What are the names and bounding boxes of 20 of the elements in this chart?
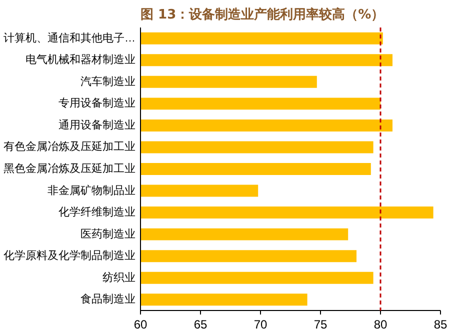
y-tick-label: 汽车制造业 [80, 74, 136, 88]
x-tick-label: 65 [194, 318, 208, 331]
y-tick-label: 通用设备制造业 [58, 118, 136, 132]
y-tick-label: 化学原料及化学制品制造业 [4, 249, 136, 262]
chart-title: 图 13：设备制造业产能利用率较高（%） [140, 6, 384, 22]
x-tick-label: 80 [374, 318, 388, 331]
x-tick-label: 60 [134, 318, 148, 331]
y-tick-label: 医药制造业 [80, 227, 136, 240]
y-tick-label: 食品制造业 [80, 292, 136, 306]
y-tick-label: 非金属矿物制品业 [48, 184, 136, 197]
y-tick-label: 纺织业 [102, 270, 136, 284]
y-tick-label: 电气机械和器材制造业 [26, 53, 136, 66]
x-tick-label: 70 [254, 318, 268, 331]
y-tick-label: 化学纤维制造业 [58, 206, 136, 219]
y-tick-label: 专用设备制造业 [58, 96, 136, 110]
y-tick-label: 黑色金属冶炼及压延加工业 [4, 162, 136, 175]
x-tick-label: 85 [434, 318, 448, 331]
x-tick-label: 75 [314, 318, 328, 331]
y-tick-label: 计算机、通信和其他电子… [4, 31, 136, 44]
y-tick-label: 有色金属冶炼及压延加工业 [4, 140, 136, 154]
